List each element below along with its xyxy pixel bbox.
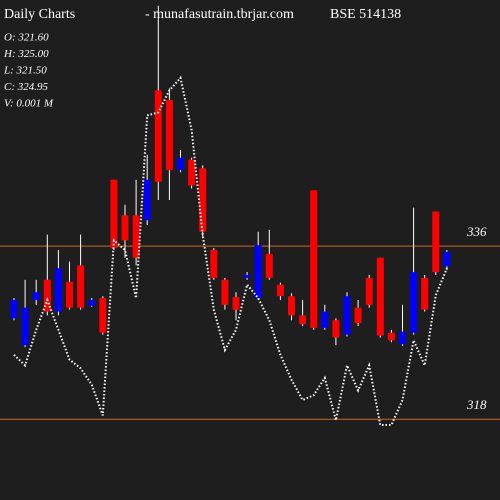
candle-body (443, 251, 451, 267)
candle-body (121, 215, 129, 241)
plot (0, 5, 500, 426)
candle-body (10, 300, 18, 319)
y-tick-label: 336 (466, 224, 487, 239)
candle-body (376, 257, 384, 336)
ohlc-info: O: 321.60 (4, 32, 49, 44)
candle-body (132, 215, 140, 258)
candle-body (188, 159, 196, 186)
candle-body (410, 272, 418, 333)
candle-body (365, 277, 373, 305)
candle-body (254, 245, 262, 299)
candle-body (154, 90, 162, 182)
candle-body (354, 307, 362, 324)
candle-body (232, 297, 240, 310)
candle-body (43, 279, 51, 312)
candle-body (210, 250, 218, 278)
candle-body (288, 296, 295, 316)
candle-body (165, 100, 173, 171)
candle-body (32, 292, 40, 300)
ohlc-info: V: 0.001 M (4, 98, 54, 110)
candle-body (265, 253, 273, 278)
candle-body (421, 277, 429, 310)
chart-title: Daily Charts (4, 7, 75, 22)
candle-body (399, 331, 406, 345)
candle-body (143, 179, 151, 221)
candle-body (21, 307, 29, 346)
candle-body (88, 300, 96, 306)
candle-body (177, 157, 184, 171)
candle-body (54, 268, 62, 312)
candle-body (387, 332, 395, 341)
candle-body (343, 296, 351, 335)
candle-body (221, 279, 229, 305)
candle-body (110, 179, 118, 249)
candle-body (199, 168, 207, 232)
chart-source: - munafasutrain.tbrjar.com (145, 7, 294, 22)
candle-body (66, 281, 73, 308)
chart-symbol: BSE 514138 (330, 7, 401, 22)
ohlc-info: H: 325.00 (3, 48, 49, 60)
ohlc-info: L: 321.50 (3, 65, 47, 77)
candle-body (299, 315, 307, 325)
candle-body (276, 284, 284, 297)
candle-body (99, 298, 107, 333)
candle-body (332, 320, 340, 338)
candle-body (310, 190, 318, 328)
candle-body (77, 265, 85, 308)
ohlc-info: C: 324.95 (4, 81, 49, 93)
indicator-line (13, 75, 448, 426)
candle-body (432, 211, 440, 273)
candle-body (321, 311, 329, 328)
candle-body (243, 275, 251, 278)
y-tick-label: 318 (466, 397, 487, 412)
